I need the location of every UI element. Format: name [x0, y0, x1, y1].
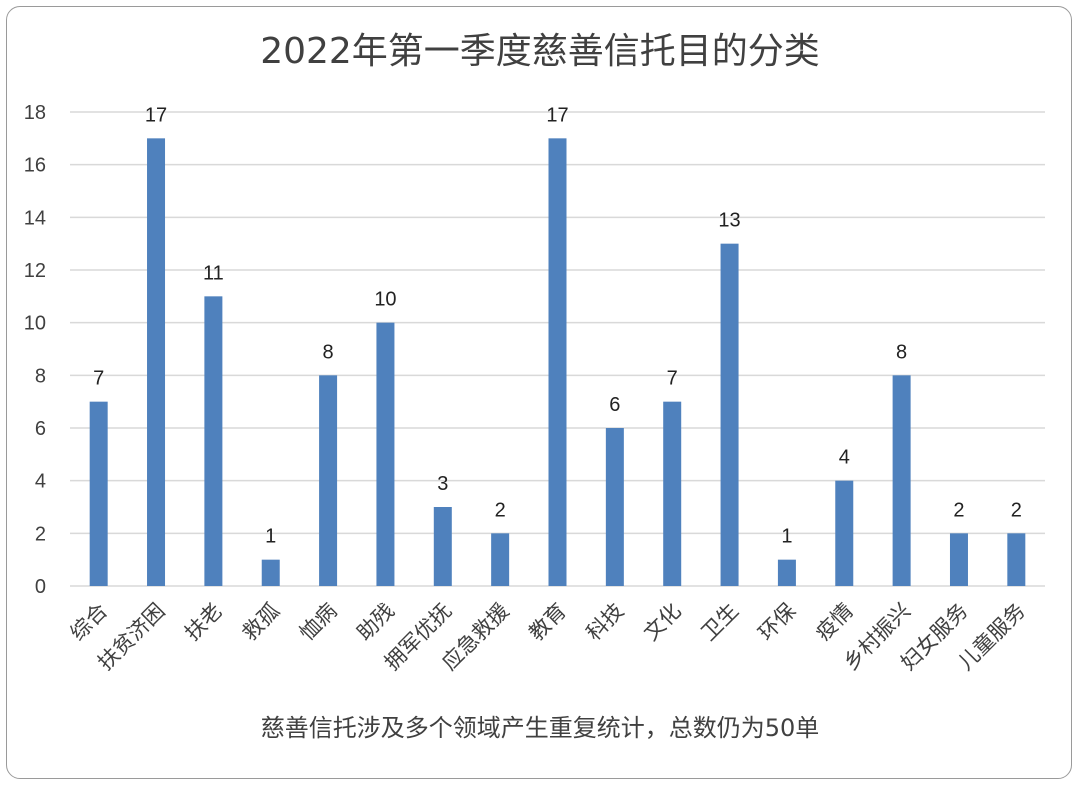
bar	[663, 401, 682, 586]
x-tick-label: 卫生	[696, 599, 743, 646]
data-label: 6	[609, 394, 620, 416]
x-tick-label: 教育	[524, 599, 571, 646]
data-label: 2	[1011, 499, 1022, 521]
bar	[433, 507, 452, 586]
y-tick-label: 12	[24, 260, 46, 282]
y-tick-label: 16	[24, 155, 46, 177]
x-tick-label: 助残	[352, 599, 399, 646]
y-axis-ticks: 0 2 4 6 8 10 12 14 16 18	[24, 102, 46, 598]
bars	[89, 138, 1026, 587]
x-tick-label: 恤病	[295, 599, 342, 646]
data-label: 8	[323, 341, 334, 363]
bar	[777, 559, 796, 586]
bar	[204, 296, 223, 586]
y-tick-label: 0	[35, 576, 46, 598]
chart-title: 2022年第一季度慈善信托目的分类	[260, 31, 820, 72]
data-label: 7	[93, 368, 104, 390]
data-label: 2	[495, 499, 506, 521]
data-label: 10	[374, 289, 396, 311]
bar	[319, 375, 338, 586]
data-label: 4	[839, 447, 850, 469]
bar	[548, 138, 567, 587]
bar	[949, 533, 968, 586]
y-tick-label: 4	[35, 471, 46, 493]
bar	[605, 428, 624, 586]
bar	[720, 243, 739, 586]
x-tick-label: 救孤	[238, 599, 285, 646]
y-tick-label: 14	[24, 207, 46, 229]
bar	[835, 480, 854, 586]
x-tick-label: 科技	[582, 599, 629, 646]
x-tick-label: 环保	[754, 599, 801, 646]
data-label: 17	[145, 104, 167, 126]
bar	[491, 533, 510, 586]
x-tick-label: 文化	[639, 599, 686, 646]
data-label: 17	[546, 104, 568, 126]
y-tick-label: 2	[35, 523, 46, 545]
bar	[261, 559, 280, 586]
x-tick-label: 扶老	[180, 599, 227, 646]
data-label: 1	[781, 526, 792, 548]
bar	[89, 401, 108, 586]
bar	[1007, 533, 1026, 586]
bar	[147, 138, 166, 587]
data-label: 2	[953, 499, 964, 521]
data-label: 7	[667, 368, 678, 390]
x-tick-label: 疫情	[811, 599, 858, 646]
data-label: 11	[203, 262, 224, 284]
bar	[892, 375, 911, 586]
data-label: 3	[437, 473, 448, 495]
data-label: 13	[718, 210, 740, 232]
x-tick-label: 综合	[66, 599, 113, 646]
y-tick-label: 8	[35, 365, 46, 387]
data-label: 8	[896, 341, 907, 363]
bar	[376, 322, 395, 586]
chart-footnote: 慈善信托涉及多个领域产生重复统计，总数仍为50单	[260, 714, 820, 742]
y-tick-label: 18	[24, 102, 46, 124]
y-tick-label: 6	[35, 418, 46, 440]
data-label: 1	[265, 526, 276, 548]
y-tick-label: 10	[24, 313, 46, 335]
